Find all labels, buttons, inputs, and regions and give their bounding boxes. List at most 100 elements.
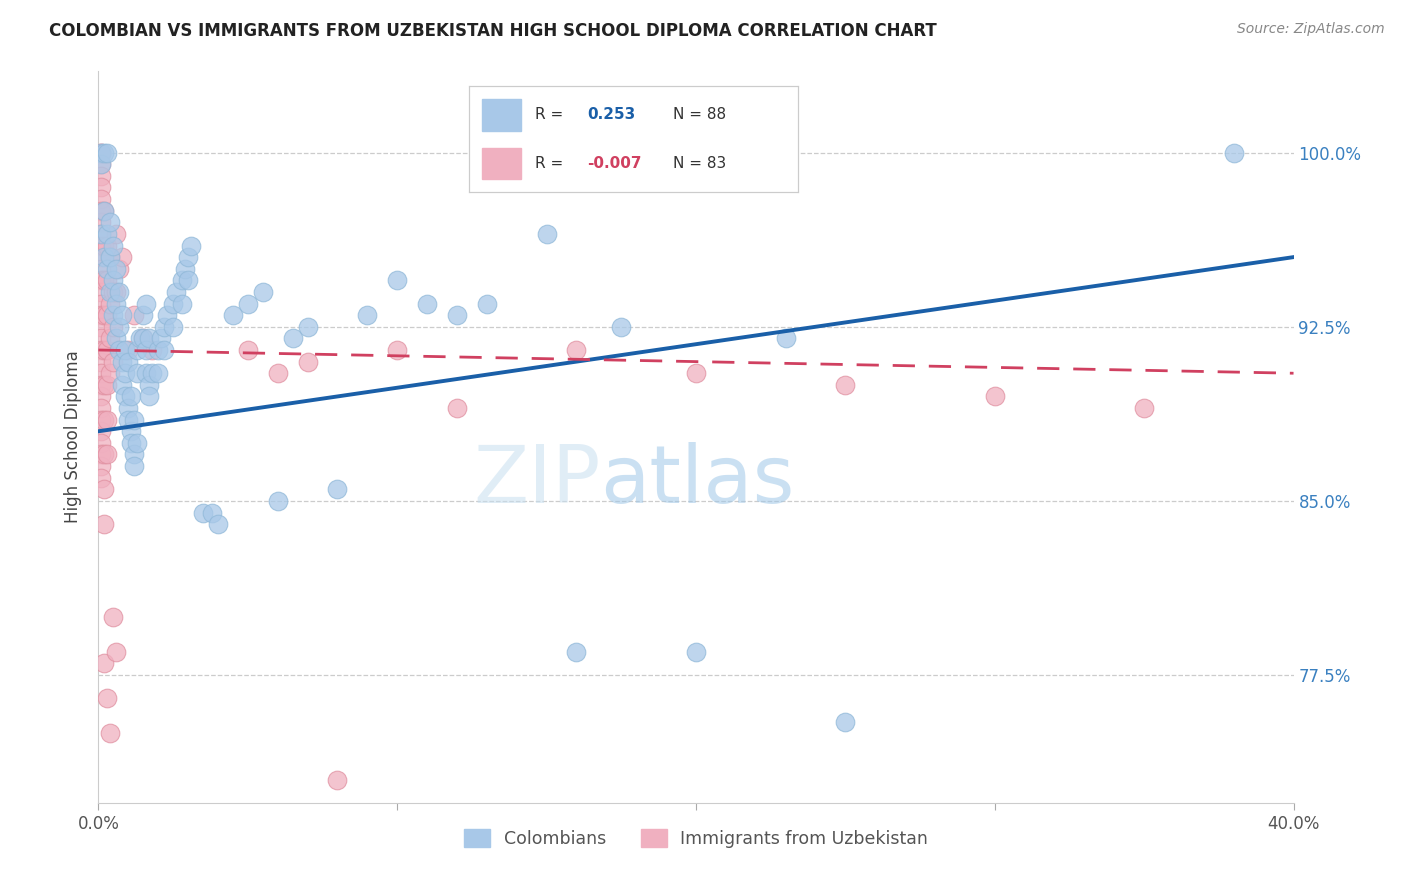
Point xyxy=(93,517,115,532)
Point xyxy=(90,424,112,438)
Point xyxy=(153,319,176,334)
Point xyxy=(111,308,134,322)
Point xyxy=(162,296,184,310)
Point xyxy=(222,308,245,322)
Point xyxy=(105,261,128,276)
Point xyxy=(90,145,112,160)
Point xyxy=(90,308,112,322)
Point xyxy=(124,308,146,322)
Point xyxy=(93,145,115,160)
Point xyxy=(96,448,118,462)
Point xyxy=(93,250,115,264)
Point xyxy=(124,459,146,474)
Point xyxy=(103,354,125,368)
Point xyxy=(90,401,112,415)
Point xyxy=(105,227,128,241)
Point xyxy=(446,308,468,322)
Point xyxy=(93,448,115,462)
Point xyxy=(90,343,112,357)
Point xyxy=(90,366,112,380)
Point xyxy=(138,377,160,392)
Point xyxy=(98,215,122,229)
Point xyxy=(150,331,173,345)
Point xyxy=(90,238,112,252)
Point xyxy=(93,657,115,671)
Point xyxy=(141,343,163,357)
Point xyxy=(98,726,122,740)
Point xyxy=(138,389,160,403)
Point xyxy=(90,436,112,450)
Point xyxy=(416,296,439,310)
Point xyxy=(236,343,259,357)
Point xyxy=(90,471,112,485)
Text: COLOMBIAN VS IMMIGRANTS FROM UZBEKISTAN HIGH SCHOOL DIPLOMA CORRELATION CHART: COLOMBIAN VS IMMIGRANTS FROM UZBEKISTAN … xyxy=(49,22,936,40)
Point xyxy=(281,331,304,345)
Point xyxy=(117,401,139,415)
Point xyxy=(90,261,112,276)
Point xyxy=(124,448,146,462)
Point xyxy=(93,203,115,218)
Point xyxy=(93,308,115,322)
Point xyxy=(90,377,112,392)
Point xyxy=(90,354,112,368)
Point xyxy=(98,250,122,264)
Point xyxy=(111,377,134,392)
Point xyxy=(326,772,349,787)
Point xyxy=(90,331,112,345)
Point xyxy=(120,389,142,403)
Point xyxy=(111,354,134,368)
Point xyxy=(93,412,115,426)
Point xyxy=(201,506,224,520)
Point xyxy=(90,180,112,194)
Point xyxy=(96,308,118,322)
Point xyxy=(111,250,134,264)
Point xyxy=(90,169,112,183)
Point xyxy=(103,238,125,252)
Point xyxy=(135,366,157,380)
Point xyxy=(475,296,498,310)
Point xyxy=(93,343,115,357)
Point xyxy=(105,285,128,299)
Point xyxy=(141,366,163,380)
Point xyxy=(90,296,112,310)
Point xyxy=(90,227,112,241)
Legend: Colombians, Immigrants from Uzbekistan: Colombians, Immigrants from Uzbekistan xyxy=(456,820,936,856)
Point xyxy=(148,343,170,357)
Point xyxy=(127,436,149,450)
Point xyxy=(93,377,115,392)
Point xyxy=(153,343,176,357)
Point xyxy=(114,343,136,357)
Point xyxy=(90,273,112,287)
Point xyxy=(90,459,112,474)
Point xyxy=(98,331,122,345)
Point xyxy=(96,227,118,241)
Point xyxy=(267,494,290,508)
Point xyxy=(177,250,200,264)
Point xyxy=(103,308,125,322)
Point xyxy=(135,296,157,310)
Point xyxy=(103,285,125,299)
Point xyxy=(132,308,155,322)
Point xyxy=(297,354,319,368)
Point xyxy=(117,343,139,357)
Point xyxy=(93,483,115,497)
Point xyxy=(96,412,118,426)
Point xyxy=(207,517,229,532)
Point xyxy=(834,714,856,729)
Point xyxy=(90,227,112,241)
Point xyxy=(90,145,112,160)
Point xyxy=(120,424,142,438)
Point xyxy=(108,261,131,276)
Point xyxy=(96,377,118,392)
Point xyxy=(1223,145,1246,160)
Point xyxy=(446,401,468,415)
Point xyxy=(90,319,112,334)
Point xyxy=(105,296,128,310)
Point xyxy=(356,308,378,322)
Point xyxy=(1133,401,1156,415)
Point xyxy=(385,343,409,357)
Point xyxy=(103,610,125,624)
Point xyxy=(138,331,160,345)
Point xyxy=(98,366,122,380)
Point xyxy=(114,389,136,403)
